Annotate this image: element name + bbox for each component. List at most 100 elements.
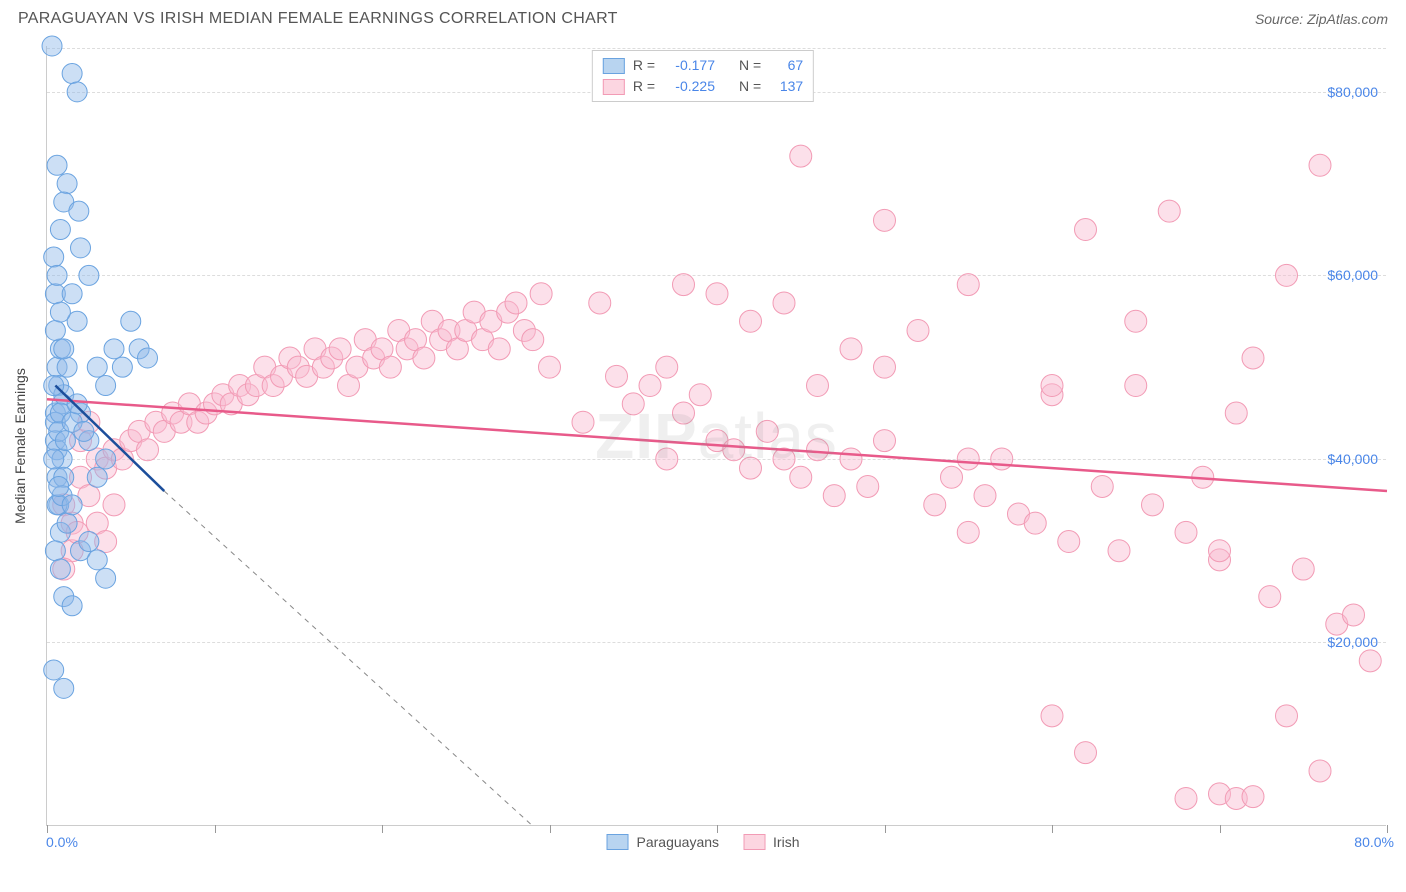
irish-point: [807, 375, 829, 397]
irish-point: [1343, 604, 1365, 626]
scatter-plot: [47, 46, 1386, 825]
legend-n-value: 67: [769, 55, 803, 76]
paraguayan-point: [57, 357, 77, 377]
irish-point: [740, 457, 762, 479]
paraguayan-point: [44, 376, 64, 396]
series-legend-label: Paraguayans: [637, 834, 720, 850]
paraguayan-point: [50, 302, 70, 322]
paraguayan-point: [54, 339, 74, 359]
irish-point: [539, 356, 561, 378]
paraguayan-point: [96, 376, 116, 396]
paraguayan-point: [49, 476, 69, 496]
paraguayan-point: [62, 596, 82, 616]
irish-point: [941, 466, 963, 488]
irish-point: [840, 448, 862, 470]
paraguayan-point: [79, 265, 99, 285]
chart-title: PARAGUAYAN VS IRISH MEDIAN FEMALE EARNIN…: [18, 10, 618, 28]
paraguayan-point: [62, 284, 82, 304]
paraguayan-point: [42, 36, 62, 56]
paraguayan-point: [62, 495, 82, 515]
paraguayan-point: [121, 311, 141, 331]
paraguayan-point: [57, 513, 77, 533]
legend-r-value: -0.225: [663, 76, 715, 97]
irish-point: [874, 430, 896, 452]
chart-container: PARAGUAYAN VS IRISH MEDIAN FEMALE EARNIN…: [0, 0, 1406, 892]
irish-point: [1108, 540, 1130, 562]
legend-r-label: R =: [633, 76, 655, 97]
irish-point: [1075, 742, 1097, 764]
x-axis-min-label: 0.0%: [46, 834, 78, 850]
series-legend-item: Irish: [743, 834, 799, 850]
irish-point: [689, 384, 711, 406]
irish-point: [1259, 586, 1281, 608]
irish-point: [1125, 310, 1147, 332]
irish-point: [1292, 558, 1314, 580]
irish-point: [522, 329, 544, 351]
legend-n-label: N =: [739, 76, 761, 97]
irish-point: [622, 393, 644, 415]
correlation-legend: R = -0.177 N = 67 R = -0.225 N = 137: [592, 50, 814, 102]
irish-point: [329, 338, 351, 360]
paraguayan-point: [104, 339, 124, 359]
paraguayan-point: [87, 550, 107, 570]
irish-point: [1041, 705, 1063, 727]
series-legend-item: Paraguayans: [607, 834, 720, 850]
irish-point: [957, 521, 979, 543]
irish-point: [1041, 375, 1063, 397]
paraguayan-point: [45, 541, 65, 561]
paraguayan-point: [44, 449, 64, 469]
x-tick: [215, 825, 216, 833]
paraguayan-point: [44, 660, 64, 680]
paraguayan-point: [47, 265, 67, 285]
irish-point: [1091, 475, 1113, 497]
irish-point: [1175, 521, 1197, 543]
paraguayan-point: [138, 348, 158, 368]
x-axis-max-label: 80.0%: [1354, 834, 1394, 850]
paraguayan-point: [79, 532, 99, 552]
x-tick: [885, 825, 886, 833]
irish-trendline: [47, 399, 1387, 491]
irish-point: [530, 283, 552, 305]
irish-point: [1058, 531, 1080, 553]
x-tick: [717, 825, 718, 833]
irish-point: [1242, 347, 1264, 369]
irish-point: [488, 338, 510, 360]
irish-point: [379, 356, 401, 378]
irish-point: [907, 319, 929, 341]
irish-point: [790, 145, 812, 167]
irish-point: [874, 209, 896, 231]
irish-point: [606, 365, 628, 387]
irish-point: [572, 411, 594, 433]
irish-point: [807, 439, 829, 461]
irish-point: [723, 439, 745, 461]
paraguayan-point: [87, 357, 107, 377]
irish-point: [957, 448, 979, 470]
series-legend-label: Irish: [773, 834, 799, 850]
irish-point: [413, 347, 435, 369]
irish-point: [823, 485, 845, 507]
y-tick-label: $40,000: [1327, 451, 1378, 467]
legend-r-value: -0.177: [663, 55, 715, 76]
paraguayan-point: [74, 421, 94, 441]
paraguayan-point: [96, 568, 116, 588]
irish-point: [740, 310, 762, 332]
irish-point: [840, 338, 862, 360]
legend-row: R = -0.225 N = 137: [603, 76, 803, 97]
irish-point: [1158, 200, 1180, 222]
paraguayan-point: [71, 238, 91, 258]
paraguayan-point: [67, 394, 87, 414]
series-legend: Paraguayans Irish: [607, 834, 800, 850]
irish-point: [706, 283, 728, 305]
irish-point: [1125, 375, 1147, 397]
y-tick-label: $20,000: [1327, 634, 1378, 650]
legend-row: R = -0.177 N = 67: [603, 55, 803, 76]
x-tick: [382, 825, 383, 833]
irish-point: [1225, 402, 1247, 424]
paraguayan-point: [54, 678, 74, 698]
paraguayan-point: [62, 64, 82, 84]
irish-point: [1075, 219, 1097, 241]
irish-point: [639, 375, 661, 397]
irish-point: [957, 274, 979, 296]
chart-source: Source: ZipAtlas.com: [1255, 11, 1388, 27]
paraguayan-point: [69, 201, 89, 221]
